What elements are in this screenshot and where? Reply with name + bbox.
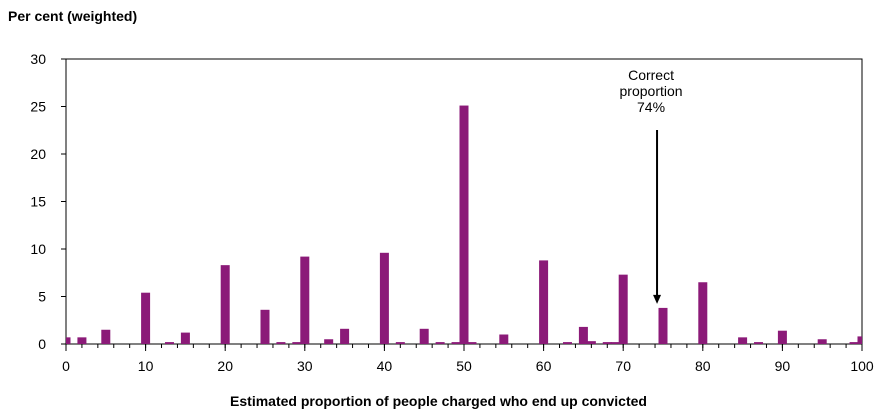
- x-tick-label: 40: [377, 358, 393, 374]
- bar: [340, 328, 350, 344]
- y-tick-label: 15: [30, 194, 46, 210]
- bar: [754, 342, 764, 344]
- bar: [539, 260, 549, 344]
- bar: [164, 342, 174, 344]
- bar: [777, 330, 787, 344]
- bar: [499, 334, 509, 344]
- bar: [435, 342, 445, 344]
- y-tick-label: 0: [38, 336, 46, 352]
- x-tick-label: 80: [695, 358, 711, 374]
- bar: [578, 326, 588, 344]
- bar: [276, 342, 286, 344]
- bar: [738, 337, 748, 344]
- y-tick-label: 10: [30, 241, 46, 257]
- bar: [658, 307, 668, 344]
- y-tick-label: 20: [30, 146, 46, 162]
- bar: [180, 332, 190, 344]
- x-tick-label: 20: [217, 358, 233, 374]
- y-tick-label: 30: [30, 51, 46, 67]
- bar: [66, 337, 71, 344]
- x-axis-title: Estimated proportion of people charged w…: [230, 393, 647, 409]
- bar: [618, 274, 628, 344]
- annotation-text: proportion: [620, 83, 683, 99]
- y-tick-label: 5: [38, 289, 46, 305]
- annotation-text: Correct: [628, 67, 674, 83]
- bar: [395, 342, 405, 344]
- bar: [292, 342, 302, 344]
- bar: [467, 342, 477, 344]
- bar: [562, 342, 572, 344]
- bar: [698, 282, 708, 344]
- bar: [260, 309, 270, 344]
- bar: [610, 342, 620, 344]
- x-tick-label: 100: [850, 358, 874, 374]
- bar: [459, 105, 469, 344]
- bar: [379, 252, 389, 344]
- x-tick-label: 30: [297, 358, 313, 374]
- x-tick-label: 10: [138, 358, 154, 374]
- bar: [451, 342, 461, 344]
- x-tick-label: 70: [615, 358, 631, 374]
- bar: [141, 292, 151, 344]
- annotation-text: 74%: [637, 99, 665, 115]
- x-tick-label: 90: [775, 358, 791, 374]
- annotation-arrow-head: [653, 294, 662, 304]
- bar: [324, 339, 334, 344]
- bar: [77, 337, 87, 344]
- x-tick-label: 50: [456, 358, 472, 374]
- bar: [220, 265, 230, 344]
- bar: [817, 339, 827, 344]
- bar: [101, 329, 111, 344]
- bar: [602, 342, 612, 344]
- bar: [300, 256, 310, 344]
- bar: [849, 342, 859, 344]
- y-tick-label: 25: [30, 99, 46, 115]
- bar: [586, 341, 596, 344]
- bar: [857, 336, 862, 344]
- x-tick-label: 60: [536, 358, 552, 374]
- bar: [419, 328, 429, 344]
- x-tick-label: 0: [62, 358, 70, 374]
- y-axis-title: Per cent (weighted): [8, 8, 138, 24]
